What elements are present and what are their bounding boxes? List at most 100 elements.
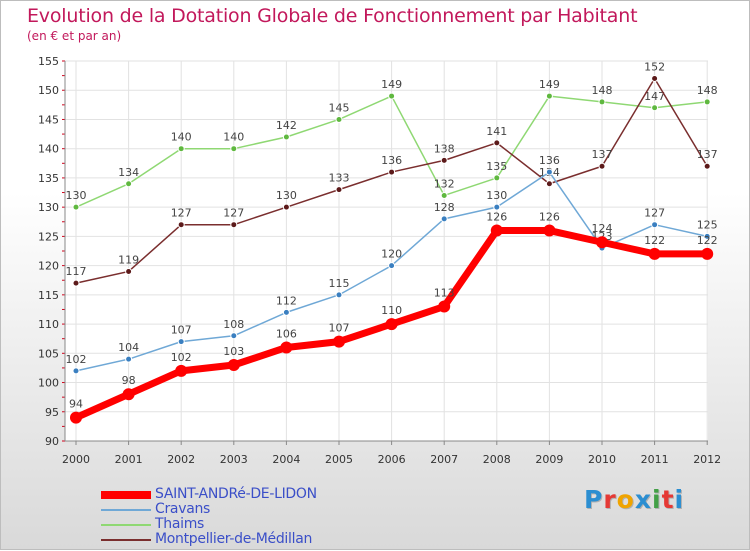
- logo-letter: P: [584, 485, 604, 514]
- data-label: 104: [118, 341, 139, 354]
- data-point: [703, 232, 711, 240]
- data-point: [596, 236, 608, 249]
- y-tick-label: 115: [38, 289, 59, 302]
- data-label: 130: [66, 189, 87, 202]
- logo-letter: i: [652, 485, 662, 514]
- data-point: [598, 162, 606, 170]
- data-label: 127: [223, 207, 244, 220]
- data-point: [651, 75, 659, 83]
- data-label: 127: [171, 207, 192, 220]
- data-label: 107: [329, 322, 350, 335]
- x-tick-label: 2001: [115, 453, 143, 466]
- data-label: 137: [697, 148, 718, 161]
- x-tick-label: 2003: [220, 453, 248, 466]
- data-label: 102: [171, 351, 192, 364]
- y-tick-label: 95: [45, 406, 59, 419]
- data-point: [598, 98, 606, 106]
- data-label: 145: [329, 101, 350, 114]
- legend-label: Montpellier-de-Médillan: [155, 531, 313, 547]
- data-label: 119: [118, 253, 139, 266]
- data-label: 136: [381, 154, 402, 167]
- x-tick-label: 2012: [693, 453, 721, 466]
- data-label: 112: [276, 294, 297, 307]
- x-tick-label: 2005: [325, 453, 353, 466]
- y-tick-label: 105: [38, 347, 59, 360]
- data-label: 110: [381, 304, 402, 317]
- logo-letter: i: [674, 485, 685, 514]
- data-label: 113: [434, 287, 455, 300]
- x-tick-label: 2000: [62, 453, 90, 466]
- data-label: 149: [381, 78, 402, 91]
- data-point: [125, 355, 133, 363]
- data-point: [333, 335, 345, 348]
- data-label: 120: [381, 248, 402, 261]
- data-label: 149: [539, 78, 560, 91]
- legend-swatch: [101, 509, 151, 511]
- data-label: 135: [486, 160, 507, 173]
- y-tick-label: 100: [38, 377, 59, 390]
- data-label: 126: [486, 211, 507, 224]
- y-tick-label: 145: [38, 113, 59, 126]
- data-point: [282, 133, 290, 141]
- data-label: 98: [122, 374, 136, 387]
- data-point: [70, 411, 82, 424]
- y-tick-label: 90: [45, 435, 59, 448]
- data-point: [72, 203, 80, 211]
- proxiti-logo: Proxiti: [584, 485, 684, 514]
- x-tick-label: 2011: [641, 453, 669, 466]
- data-label: 141: [486, 125, 507, 138]
- data-label: 117: [66, 265, 87, 278]
- data-point: [72, 279, 80, 287]
- logo-letter: t: [661, 485, 675, 514]
- data-point: [177, 338, 185, 346]
- data-label: 140: [171, 131, 192, 144]
- data-point: [545, 180, 553, 188]
- data-label: 94: [69, 398, 83, 411]
- legend-label: Thaims: [155, 516, 205, 532]
- y-tick-label: 155: [38, 55, 59, 68]
- data-point: [440, 156, 448, 164]
- data-point: [385, 318, 398, 331]
- data-label: 147: [644, 90, 665, 103]
- x-tick-label: 2009: [535, 453, 563, 466]
- legend-swatch: [101, 524, 151, 526]
- legend-label: Cravans: [155, 501, 211, 517]
- data-point: [335, 115, 343, 123]
- data-point: [651, 104, 659, 112]
- data-label: 137: [592, 148, 613, 161]
- data-label: 152: [644, 61, 665, 74]
- data-label: 132: [434, 177, 455, 190]
- y-tick-label: 135: [38, 172, 59, 185]
- x-tick-label: 2007: [430, 453, 458, 466]
- data-point: [230, 332, 238, 340]
- data-point: [125, 180, 133, 188]
- y-tick-label: 125: [38, 230, 59, 243]
- x-tick-label: 2008: [483, 453, 511, 466]
- data-label: 128: [434, 201, 455, 214]
- data-label: 125: [697, 218, 718, 231]
- data-point: [175, 364, 188, 377]
- legend-swatch: [101, 491, 151, 499]
- data-point: [230, 221, 238, 229]
- data-label: 130: [276, 189, 297, 202]
- chart-title: Evolution de la Dotation Globale de Fonc…: [27, 5, 638, 27]
- data-label: 127: [644, 207, 665, 220]
- legend-label: SAINT-ANDRé-DE-LIDON: [155, 486, 317, 502]
- data-label: 124: [592, 222, 613, 235]
- data-point: [440, 215, 448, 223]
- data-point: [493, 174, 501, 182]
- data-label: 133: [329, 172, 350, 185]
- data-label: 107: [171, 324, 192, 337]
- logo-letter: r: [603, 485, 617, 514]
- y-tick-label: 130: [38, 201, 59, 214]
- data-point: [282, 308, 290, 316]
- data-point: [493, 139, 501, 147]
- data-point: [335, 291, 343, 299]
- data-point: [703, 162, 711, 170]
- data-point: [543, 224, 556, 237]
- y-tick-label: 140: [38, 143, 59, 156]
- y-tick-label: 120: [38, 260, 59, 273]
- data-point: [651, 221, 659, 229]
